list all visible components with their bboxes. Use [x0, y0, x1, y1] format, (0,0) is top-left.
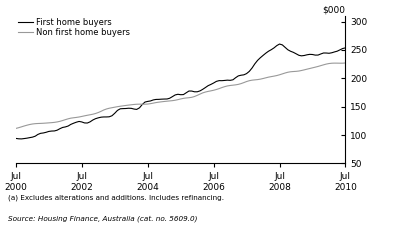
Legend: First home buyers, Non first home buyers: First home buyers, Non first home buyers: [17, 17, 130, 37]
Text: Source: Housing Finance, Australia (cat. no. 5609.0): Source: Housing Finance, Australia (cat.…: [8, 215, 197, 222]
Line: First home buyers: First home buyers: [16, 44, 345, 139]
Line: Non first home buyers: Non first home buyers: [16, 63, 345, 128]
Text: (a) Excludes alterations and additions. Includes refinancing.: (a) Excludes alterations and additions. …: [8, 195, 224, 201]
Text: $000: $000: [322, 5, 345, 14]
